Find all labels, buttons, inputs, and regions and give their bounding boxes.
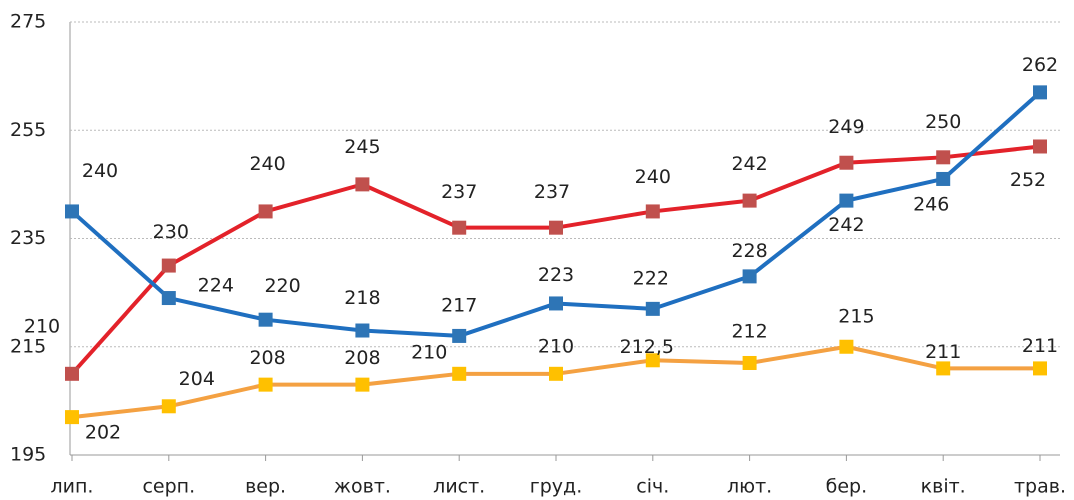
marker (452, 328, 467, 343)
data-label: 217 (441, 294, 477, 316)
x-tick-label: лют. (727, 476, 772, 498)
x-tick-label: груд. (530, 476, 582, 498)
marker (65, 366, 79, 381)
data-label: 211 (925, 341, 961, 363)
marker (355, 377, 370, 392)
data-label: 218 (344, 287, 380, 309)
marker (161, 258, 176, 273)
marker (452, 220, 467, 235)
data-label: 228 (731, 240, 767, 262)
marker (549, 296, 563, 311)
x-tick-label: жовт. (334, 476, 391, 498)
marker (645, 204, 660, 219)
data-label: 211 (1022, 335, 1058, 357)
marker (161, 399, 176, 414)
marker (258, 377, 273, 392)
data-label: 237 (441, 181, 477, 203)
marker (65, 410, 79, 425)
marker (549, 220, 563, 235)
data-label: 208 (249, 347, 285, 369)
marker (936, 361, 951, 376)
marker (65, 204, 79, 219)
x-tick-label: лип. (51, 476, 94, 498)
x-tick-label: бер. (826, 476, 868, 498)
data-label: 210 (538, 335, 574, 357)
marker (258, 204, 273, 219)
data-label: 245 (344, 136, 380, 158)
data-label: 215 (838, 305, 874, 327)
x-tick-label: січ. (636, 476, 669, 498)
y-tick-label: 255 (10, 119, 46, 141)
data-label: 210 (411, 341, 447, 363)
data-label: 240 (249, 153, 285, 175)
data-label: 250 (925, 111, 961, 133)
marker (645, 353, 660, 368)
marker (355, 177, 370, 192)
marker (936, 171, 951, 186)
marker (258, 312, 273, 327)
data-label: 204 (179, 368, 215, 390)
marker (452, 366, 467, 381)
data-label: 246 (913, 193, 949, 215)
data-label: 222 (633, 267, 669, 289)
marker (549, 366, 563, 381)
data-label: 208 (344, 347, 380, 369)
marker (839, 339, 854, 354)
data-label: 240 (82, 160, 118, 182)
y-tick-label: 215 (10, 335, 46, 357)
data-label: 210 (24, 315, 60, 337)
data-label: 212 (731, 320, 767, 342)
data-label: 262 (1022, 54, 1058, 76)
marker (1033, 85, 1047, 100)
y-tick-label: 275 (10, 11, 46, 33)
data-label: 249 (828, 116, 864, 138)
marker (742, 355, 757, 370)
x-tick-label: квіт. (921, 476, 966, 498)
data-label: 240 (635, 166, 671, 188)
marker (936, 150, 951, 165)
data-label: 224 (198, 275, 234, 297)
data-label: 237 (534, 181, 570, 203)
marker (645, 301, 660, 316)
y-tick-label: 235 (10, 227, 46, 249)
marker (839, 193, 854, 208)
marker (1033, 361, 1047, 376)
marker (1033, 139, 1047, 154)
y-tick-label: 195 (10, 444, 46, 466)
data-label: 223 (538, 264, 574, 286)
data-label: 220 (264, 275, 300, 297)
data-label: 202 (85, 422, 121, 444)
data-label: 242 (828, 214, 864, 236)
data-label: 212,5 (620, 336, 674, 358)
marker (839, 155, 854, 170)
x-tick-label: серп. (142, 476, 195, 498)
marker (161, 291, 176, 306)
data-label: 252 (1010, 169, 1046, 191)
x-tick-label: трав. (1014, 476, 1066, 498)
x-tick-label: лист. (433, 476, 485, 498)
marker (355, 323, 370, 338)
data-label: 230 (153, 221, 189, 243)
marker (742, 193, 757, 208)
x-tick-label: вер. (245, 476, 286, 498)
marker (742, 269, 757, 284)
data-label: 242 (731, 153, 767, 175)
